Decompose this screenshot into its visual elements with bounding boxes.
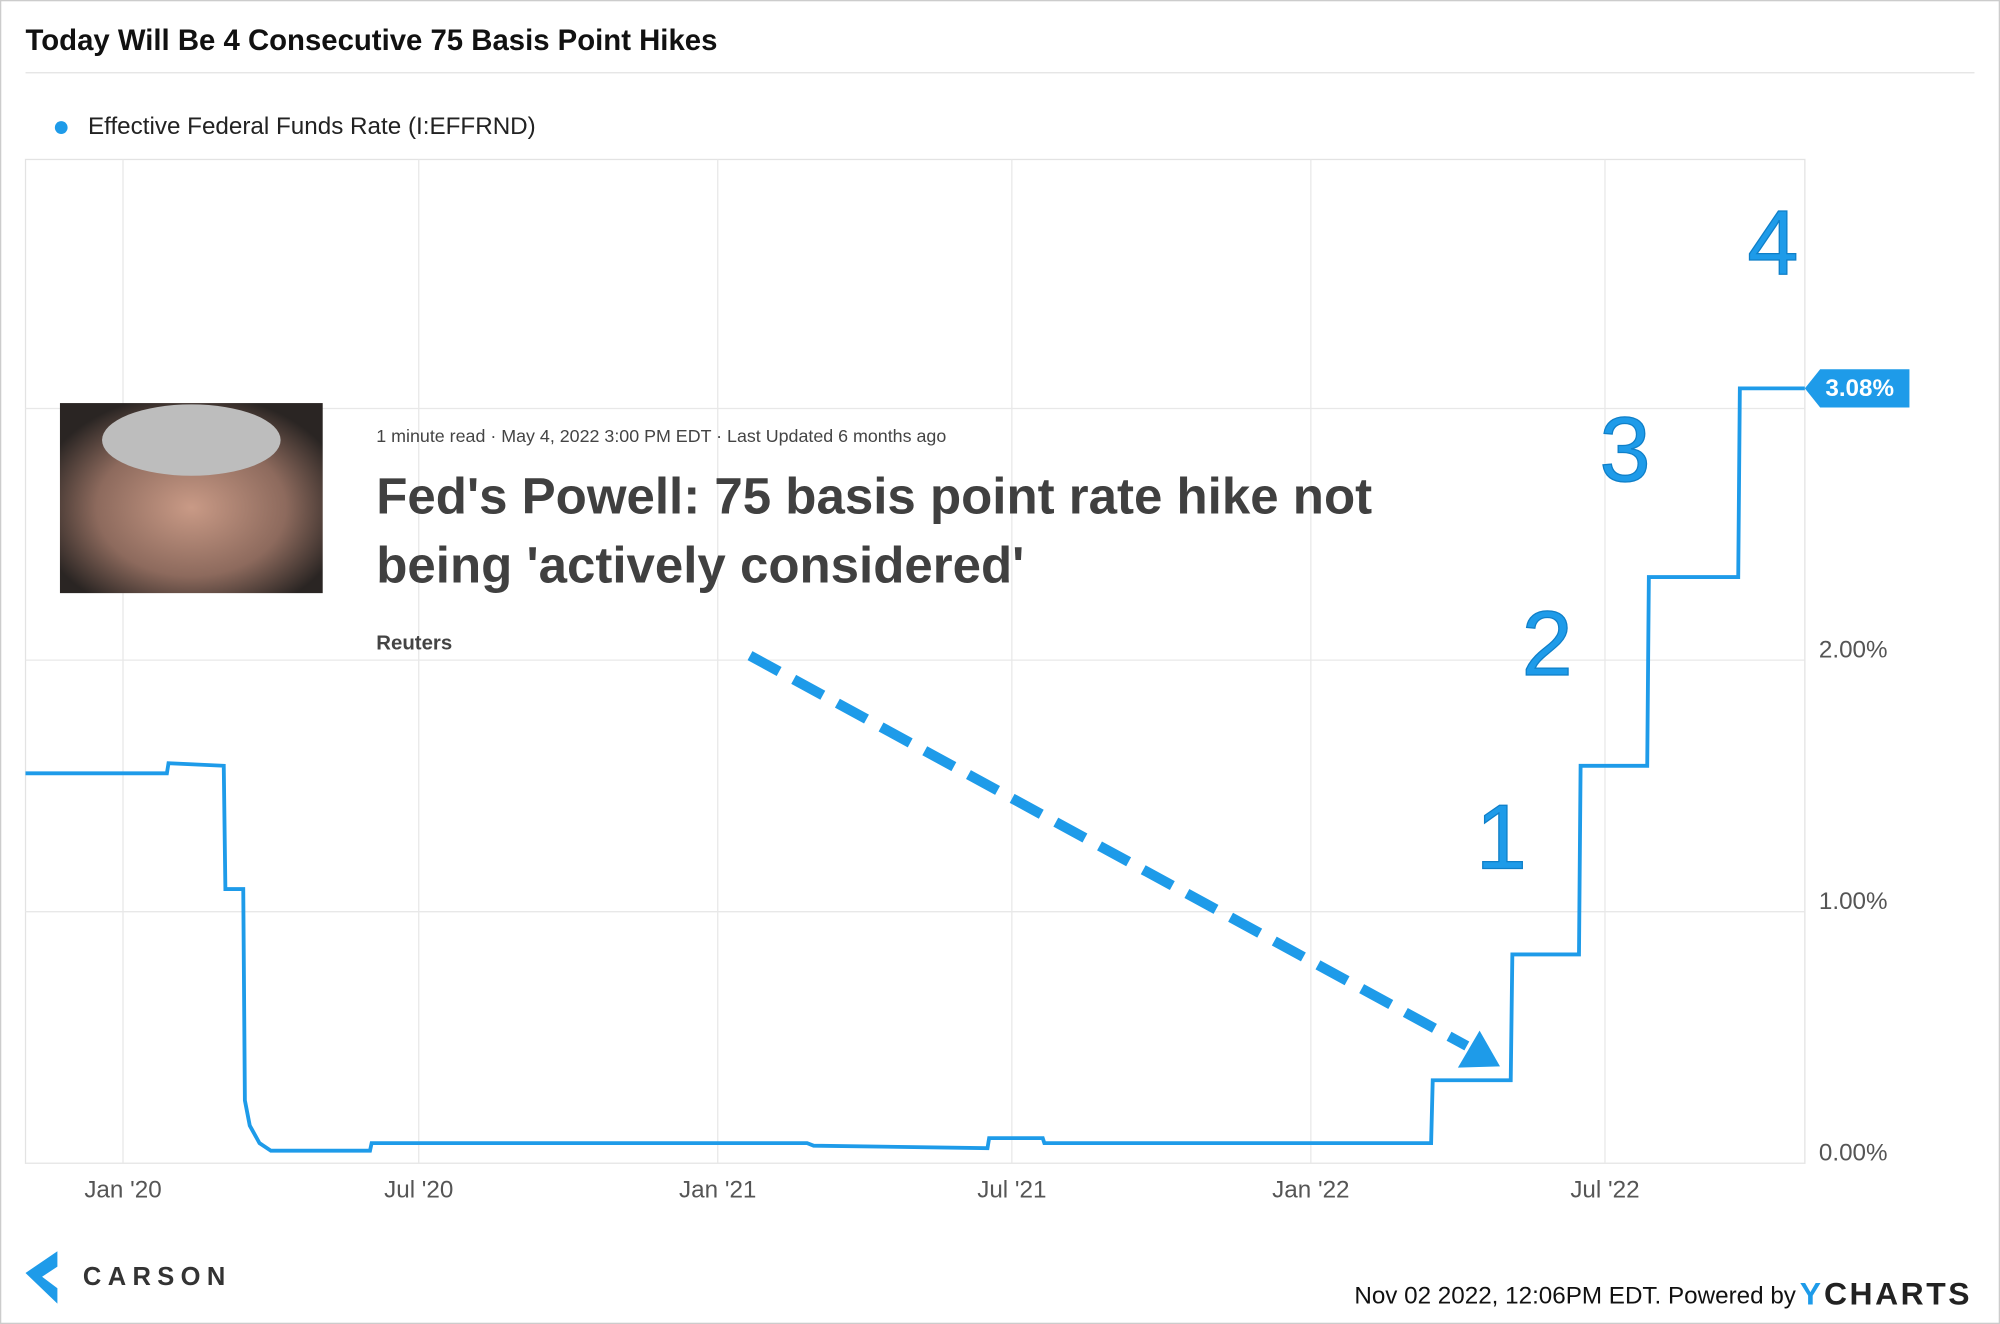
news-headline: being 'actively considered' [376,536,1024,593]
x-tick-label: Jul '22 [1570,1177,1639,1204]
data-line [25,386,1805,1153]
y-tick-label: 0.00% [1819,1140,1888,1167]
value-label: 3.08% [1825,375,1894,402]
chart-title: Today Will Be 4 Consecutive 75 Basis Poi… [26,24,718,57]
brand-logo [25,1251,58,1304]
provider-name: CHARTS [1824,1275,1972,1311]
arrow-head [1457,1030,1500,1068]
legend-label: Effective Federal Funds Rate (I:EFFRND) [88,113,536,140]
x-tick-label: Jan '22 [1272,1177,1349,1204]
value-badge [1804,369,1910,408]
x-tick-label: Jan '20 [84,1177,161,1204]
annotation: 1 [1476,787,1527,889]
x-tick-label: Jul '20 [384,1177,453,1204]
news-photo-hair [102,404,281,476]
annotation: 3 [1599,399,1650,501]
annotation: 2 [1522,593,1573,695]
x-tick-label: Jul '21 [977,1177,1046,1204]
footer-timestamp: Nov 02 2022, 12:06PM EDT. Powered by [1354,1283,1796,1310]
x-tick-label: Jan '21 [679,1177,756,1204]
brand-name: CARSON [83,1263,232,1291]
legend-marker [54,121,68,134]
y-tick-label: 2.00% [1819,637,1888,664]
y-tick-label: 1.00% [1819,888,1888,915]
news-source: Reuters [376,633,452,655]
news-headline: Fed's Powell: 75 basis point rate hike n… [376,467,1372,524]
provider-mark: Y [1800,1275,1821,1311]
news-meta: 1 minute read · May 4, 2022 3:00 PM EDT … [376,426,946,446]
annotation: 4 [1747,192,1798,294]
dashed-arrow [747,651,1470,1051]
